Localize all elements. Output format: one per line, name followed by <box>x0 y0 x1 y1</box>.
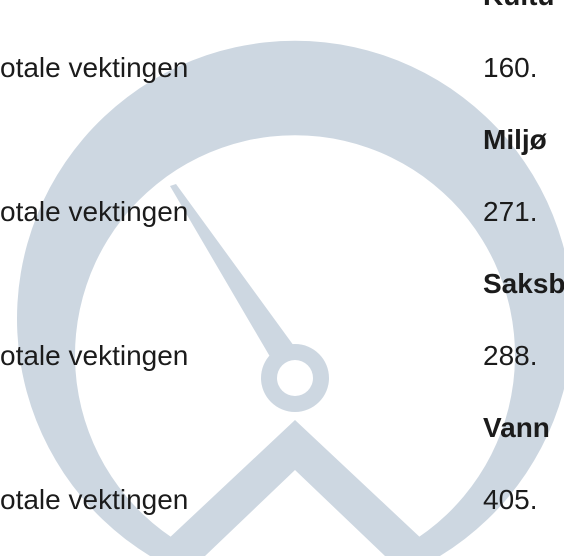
row-label: otale vektingen <box>0 196 189 227</box>
row-value: 288. <box>483 340 538 371</box>
gauge-dot <box>273 73 317 117</box>
gauge-needle <box>170 184 310 384</box>
row-label: otale vektingen <box>0 340 189 371</box>
gauge-ring <box>17 40 564 556</box>
row-heading: Kultu <box>483 0 555 13</box>
row-label: otale vektingen <box>0 52 189 83</box>
gauge-base <box>150 420 440 556</box>
row-label: otale vektingen <box>0 484 189 515</box>
gauge-hub-center <box>277 360 313 396</box>
row-value: 405. <box>483 484 538 515</box>
row-value: 160. <box>483 52 538 83</box>
row-heading: Vann <box>483 412 550 443</box>
row-heading: Miljø <box>483 124 547 155</box>
row-value: 271. <box>483 196 538 227</box>
row-heading: Saksb <box>483 268 564 299</box>
